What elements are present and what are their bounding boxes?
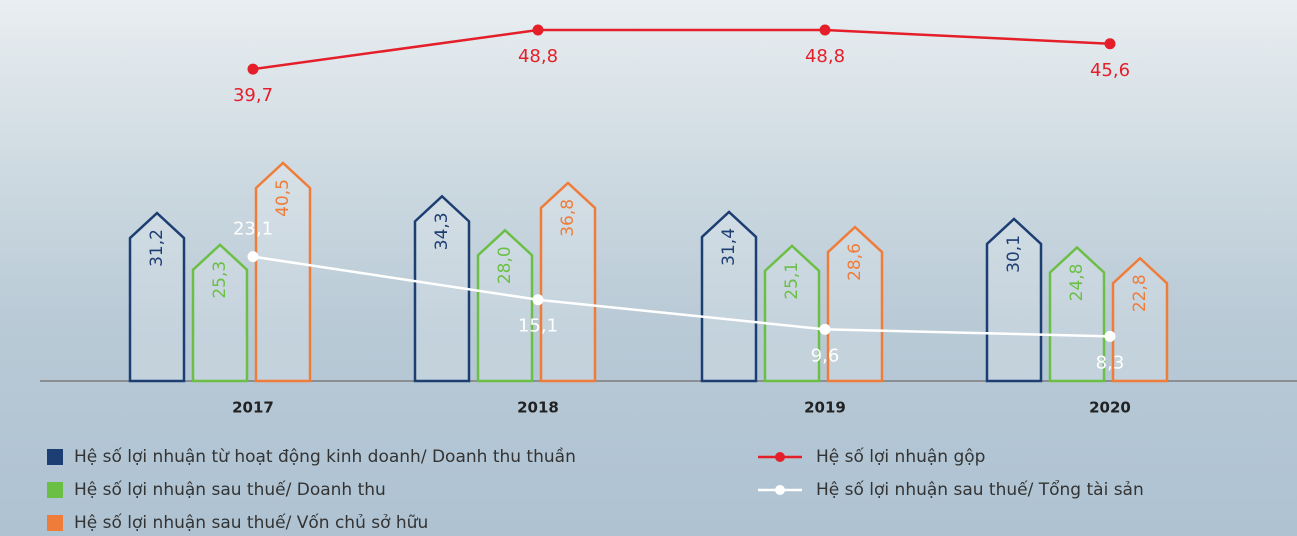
legend-swatch	[775, 452, 785, 462]
line-point	[248, 64, 259, 75]
data-label: 22,8	[1130, 274, 1150, 312]
line-point	[1105, 38, 1116, 49]
data-label: 23,1	[233, 219, 273, 240]
chart: 2017 2018 2019 2020 31,2 34,3 31,4 30,1 25,3 28,0…	[0, 0, 1297, 536]
legend-label: Hệ số lợi nhuận sau thuế/ Vốn chủ sở hữu	[74, 512, 428, 533]
data-label: 40,5	[273, 179, 293, 217]
data-label: 48,8	[518, 46, 558, 67]
data-label: 31,4	[719, 228, 739, 266]
data-label: 34,3	[432, 212, 452, 250]
legend-label: Hệ số lợi nhuận gộp	[816, 446, 985, 467]
data-label: 28,6	[845, 243, 865, 281]
x-tick-label: 2020	[1089, 399, 1131, 417]
line-point	[248, 251, 259, 262]
line-point	[820, 25, 831, 36]
data-label: 25,1	[782, 262, 802, 300]
data-label: 24,8	[1067, 264, 1087, 302]
data-label: 36,8	[558, 199, 578, 237]
line-point	[533, 294, 544, 305]
legend-label: Hệ số lợi nhuận từ hoạt động kinh doanh/…	[74, 446, 576, 467]
data-label: 8,3	[1096, 352, 1125, 373]
line-point	[1105, 331, 1116, 342]
data-label: 45,6	[1090, 60, 1130, 81]
data-label: 31,2	[147, 229, 167, 267]
legend-swatch	[47, 449, 63, 465]
legend-swatch	[47, 482, 63, 498]
x-tick-label: 2018	[517, 399, 559, 417]
legend-swatch	[47, 515, 63, 531]
legend-label: Hệ số lợi nhuận sau thuế/ Doanh thu	[74, 479, 386, 500]
data-label: 9,6	[811, 345, 840, 366]
x-tick-label: 2017	[232, 399, 274, 417]
data-label: 28,0	[495, 246, 515, 284]
line-point	[533, 25, 544, 36]
data-label: 30,1	[1004, 235, 1024, 273]
x-tick-label: 2019	[804, 399, 846, 417]
data-label: 25,3	[210, 261, 230, 299]
legend-label: Hệ số lợi nhuận sau thuế/ Tổng tài sản	[816, 479, 1144, 500]
data-label: 39,7	[233, 85, 273, 106]
legend-swatch	[775, 485, 785, 495]
line-point	[820, 324, 831, 335]
data-label: 48,8	[805, 46, 845, 67]
data-label: 15,1	[518, 316, 558, 337]
